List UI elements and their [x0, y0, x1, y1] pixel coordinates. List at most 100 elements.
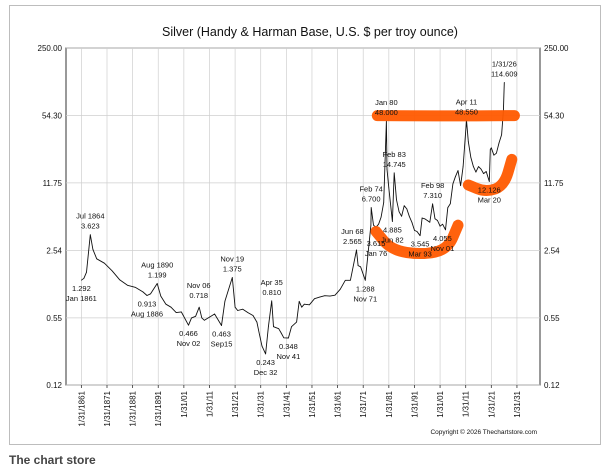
y-tick-label-left: 11.75 [43, 179, 63, 188]
annotation-label: 0.243 [256, 358, 275, 367]
x-tick-label: 1/31/1881 [129, 390, 138, 426]
annotation-label: Feb 74 [359, 185, 382, 194]
price-point [329, 295, 331, 297]
x-tick-label: 1/31/1891 [154, 390, 163, 426]
x-tick-label: 1/31/61 [334, 390, 343, 417]
price-point [434, 218, 436, 220]
price-point [488, 181, 490, 182]
price-point [339, 288, 341, 290]
price-point [401, 215, 402, 217]
annotation-label: 1/31/26 [492, 59, 517, 68]
y-tick-label-left: 0.55 [46, 314, 62, 323]
price-point [231, 277, 233, 278]
annotation-label: 0.913 [138, 300, 157, 309]
price-point [473, 166, 474, 167]
price-point [392, 221, 393, 222]
annotation-label: 3.615 [367, 239, 386, 248]
price-point [437, 220, 438, 221]
x-tick-label: 1/31/71 [359, 390, 368, 417]
price-point [134, 286, 136, 288]
price-point [411, 221, 413, 223]
price-point [357, 265, 359, 266]
price-point [398, 211, 400, 213]
annotation-label: 4.885 [383, 226, 402, 235]
price-point [156, 283, 158, 284]
annotation-label: 2.565 [343, 237, 362, 246]
price-point [204, 319, 205, 321]
price-point [393, 172, 395, 174]
annotation-label: Mar 20 [478, 196, 501, 205]
annotation-label: Aug 1886 [131, 310, 163, 319]
price-point [467, 141, 469, 142]
price-point [429, 221, 431, 223]
price-point [380, 216, 382, 218]
price-point [198, 306, 200, 308]
price-point [256, 321, 258, 323]
price-point [191, 317, 192, 319]
price-point [298, 300, 300, 302]
price-point [142, 291, 144, 293]
x-tick-label: 1/31/1861 [77, 390, 86, 426]
price-point [478, 166, 479, 167]
x-tick-label: 1/31/81 [385, 390, 394, 417]
price-point [165, 303, 167, 305]
price-point [127, 284, 128, 286]
annotation-label: 4.055 [433, 234, 452, 243]
price-point [221, 325, 222, 326]
price-point [175, 312, 177, 313]
annotation-label: Sep15 [211, 340, 233, 349]
annotation-label: 0.810 [262, 288, 281, 297]
annotation-label: 7.310 [423, 191, 442, 200]
annotation-label: Nov 41 [277, 352, 301, 361]
price-point [296, 321, 297, 323]
price-point [367, 250, 369, 252]
y-tick-label-right: 0.55 [544, 314, 560, 323]
annotation-label: 0.463 [212, 330, 231, 339]
x-tick-label: 1/31/21 [487, 390, 496, 417]
price-point [483, 173, 484, 174]
price-point [370, 207, 372, 208]
x-tick-label: 1/31/51 [308, 390, 317, 417]
price-point [496, 152, 497, 154]
annotation-label: Feb 98 [421, 181, 444, 190]
price-point [234, 306, 236, 308]
annotation-label: Mar 93 [408, 250, 431, 259]
x-tick-label: 1/31/1871 [103, 390, 112, 426]
annotation-label: 1.199 [148, 271, 167, 280]
price-point [452, 183, 454, 185]
price-point [83, 277, 85, 279]
annotation-label: 14.745 [383, 160, 406, 169]
price-point [455, 176, 456, 178]
price-point [242, 308, 244, 310]
annotation-label: 0.466 [179, 329, 198, 338]
price-point [449, 203, 451, 205]
price-point [503, 82, 505, 83]
x-tick-label: 1/31/01 [436, 390, 445, 417]
x-tick-label: 1/31/91 [410, 390, 419, 417]
annotation-label: 114.609 [491, 69, 518, 78]
price-point [498, 142, 500, 144]
price-point [432, 203, 433, 205]
x-tick-label: 1/31/31 [513, 390, 522, 417]
price-point [403, 205, 405, 207]
price-point [388, 187, 390, 189]
price-point [485, 171, 487, 172]
annotation-label: Jun 68 [341, 227, 364, 236]
x-tick-label: 1/31/21 [231, 390, 240, 417]
annotation-label: Apr 35 [261, 278, 283, 287]
y-tick-label-right: 11.75 [544, 179, 564, 188]
price-point [268, 326, 269, 328]
x-tick-label: 1/31/11 [462, 390, 471, 417]
price-point [146, 295, 148, 296]
price-point [209, 316, 210, 318]
price-point [475, 171, 477, 173]
y-tick-label-left: 0.12 [46, 381, 62, 390]
price-point [421, 217, 423, 219]
price-point [119, 279, 121, 281]
price-point [406, 208, 408, 210]
x-tick-label: 1/31/41 [282, 390, 291, 417]
annotation-label: 48.000 [375, 108, 398, 117]
price-point [150, 293, 151, 295]
annotation-label: 12.126 [478, 186, 501, 195]
